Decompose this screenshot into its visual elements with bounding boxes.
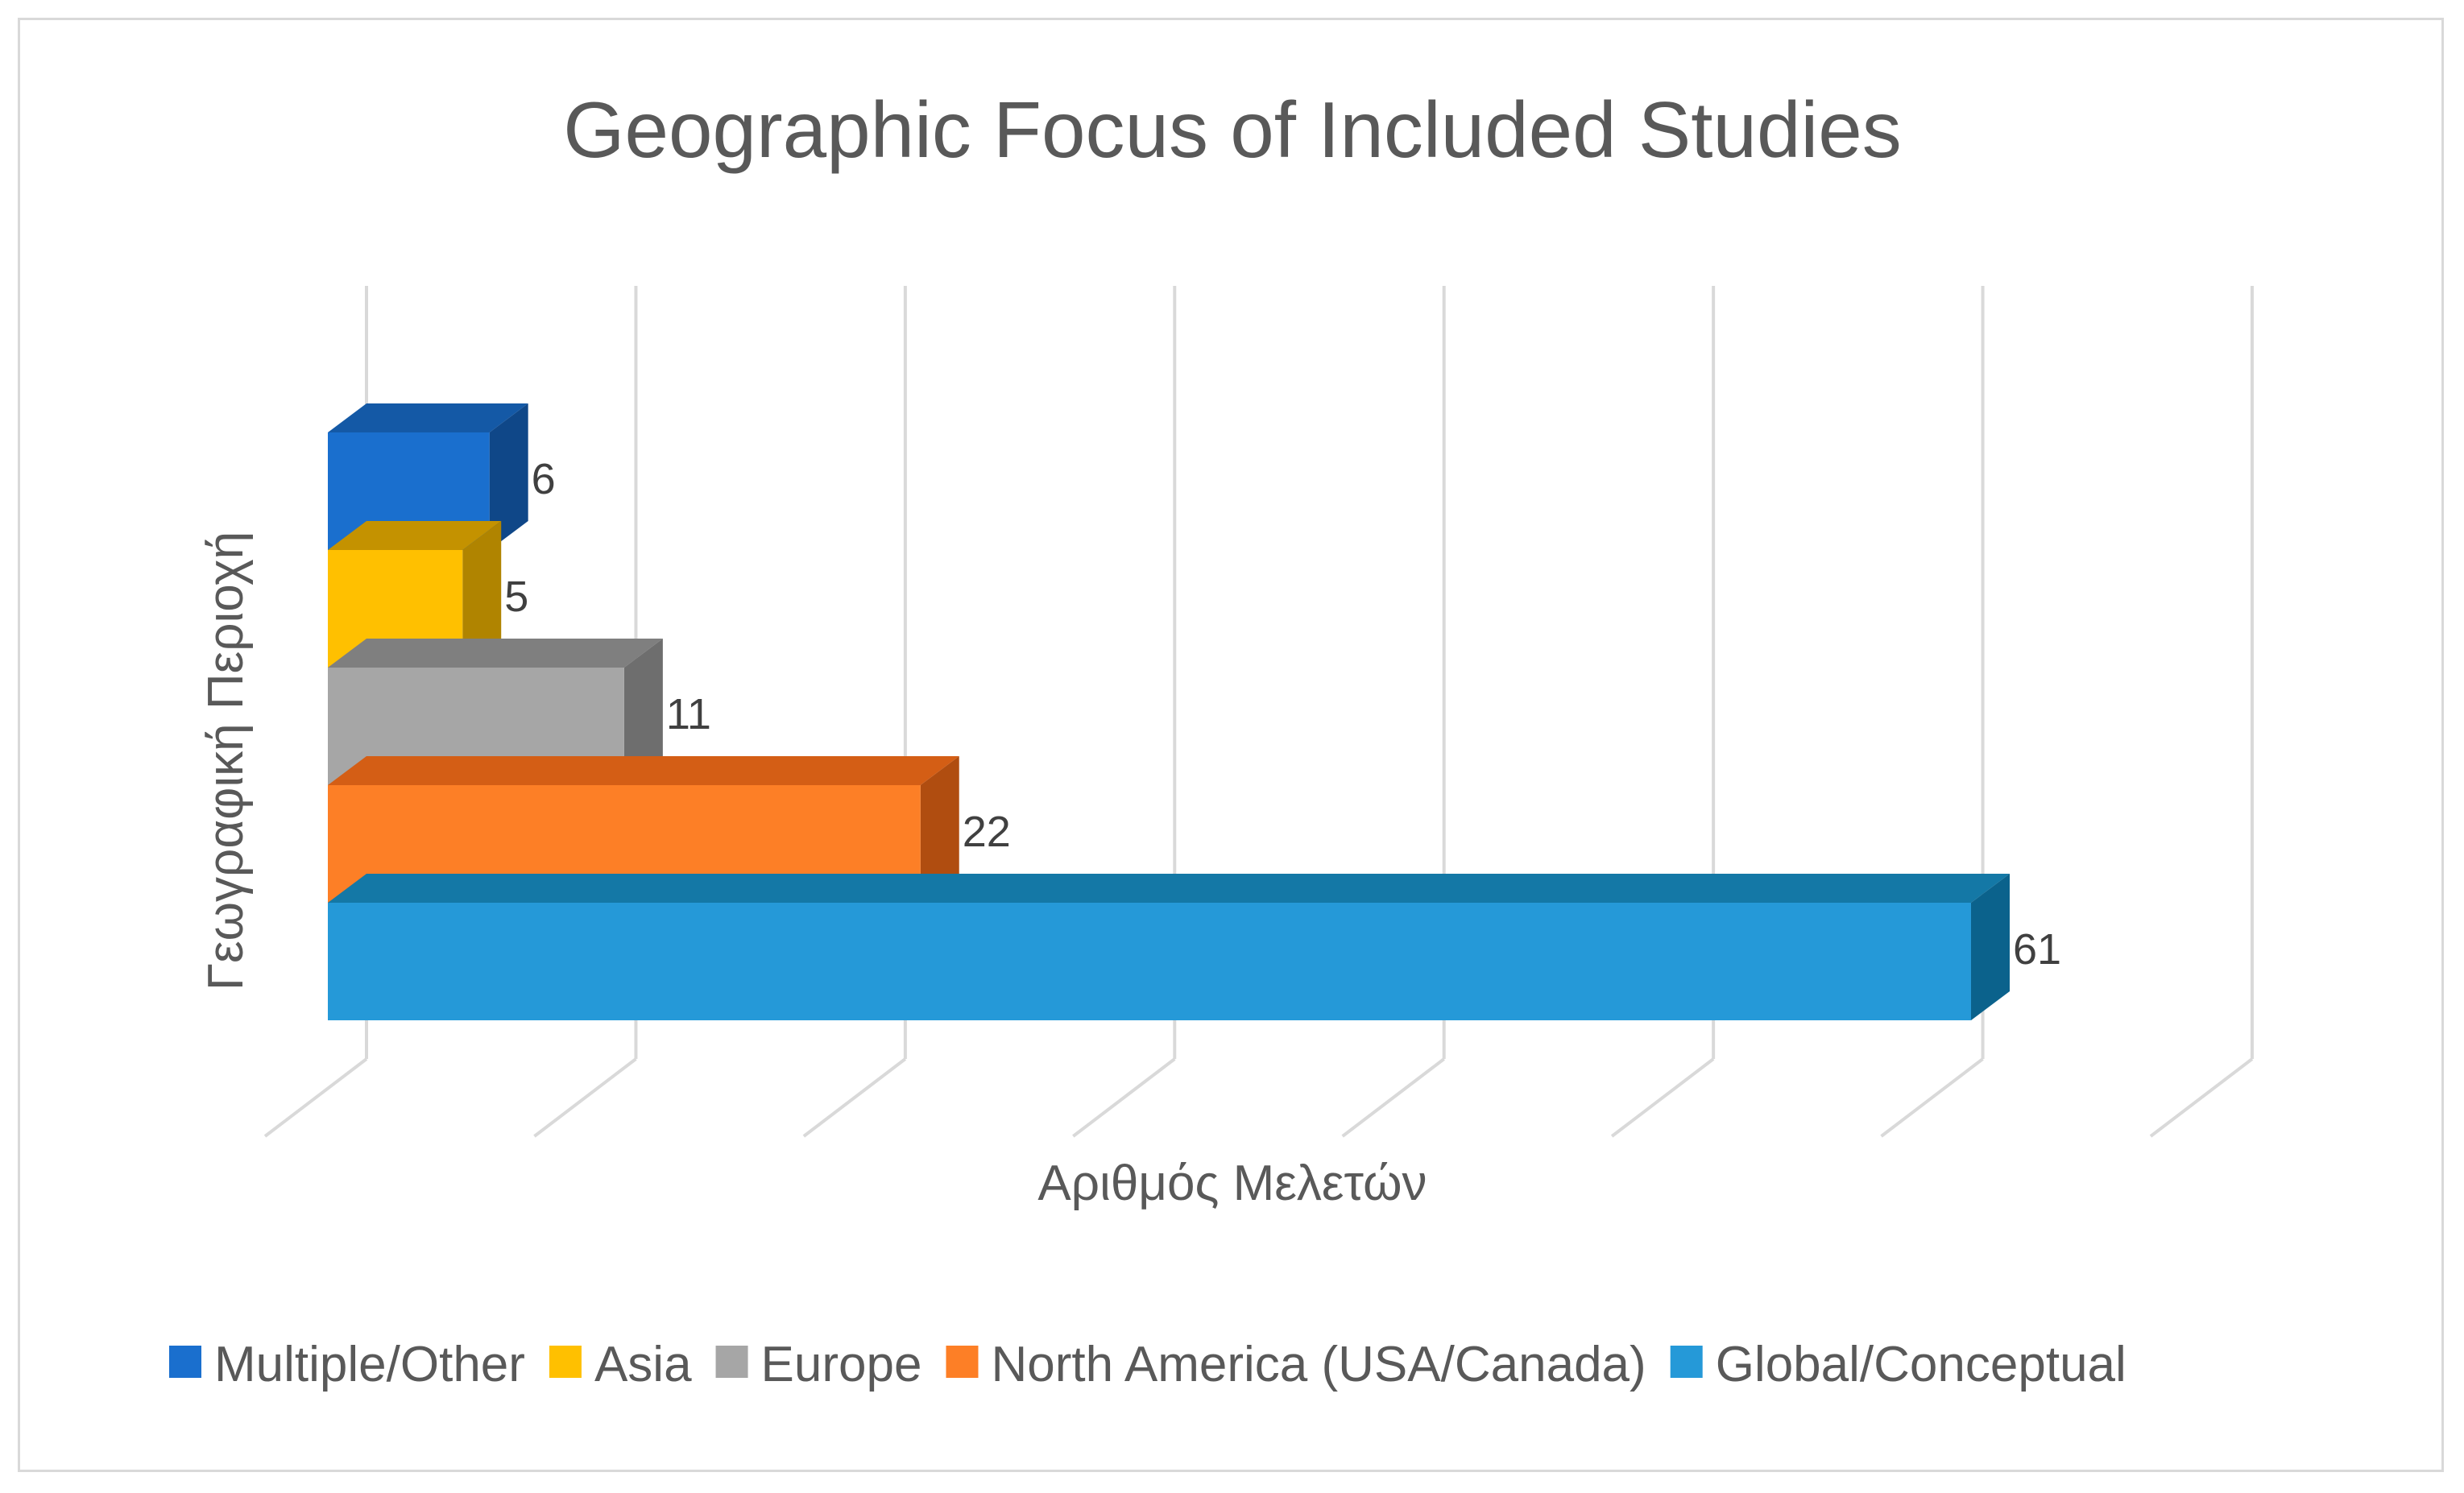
legend-label: Asia: [594, 1337, 692, 1392]
bar-top-face: [328, 403, 528, 432]
bar-top-face: [328, 874, 2010, 903]
chart-title: Geographic Focus of Included Studies: [563, 85, 1902, 174]
gridline-floor: [1341, 1057, 1445, 1138]
legend-swatch: [169, 1346, 201, 1378]
legend-swatch: [549, 1346, 582, 1378]
legend-item: Multiple/Other: [169, 1337, 525, 1392]
legend: Multiple/Other Asia Europe North America (U…: [169, 1337, 2126, 1392]
legend-item: Europe: [715, 1337, 922, 1392]
chart-area: 6 5 11 22 61 Geographic Focus of Included St…: [18, 18, 2444, 1472]
legend-label: Europe: [761, 1337, 922, 1392]
legend-item: Asia: [549, 1337, 692, 1392]
bar: [328, 903, 1971, 1020]
bar-top-face: [328, 521, 502, 550]
bar-side-face: [623, 639, 663, 785]
bar-side-face: [462, 521, 502, 668]
gridline-floor: [1610, 1057, 1715, 1138]
legend-item: North America (USA/Canada): [946, 1337, 1646, 1392]
y-axis-title: Γεωγραφική Περιοχή: [198, 531, 254, 991]
data-label: 6: [532, 455, 556, 503]
gridline-floor: [263, 1057, 368, 1138]
bar-top-face: [328, 756, 959, 785]
gridline-floor: [533, 1057, 637, 1138]
data-label: 22: [963, 808, 1011, 856]
chart-svg: 6 5 11 22 61 Geographic Focus of Included St…: [169, 85, 2254, 1392]
data-label: 61: [2013, 925, 2061, 974]
data-labels: 6 5 11 22 61: [504, 455, 2061, 974]
legend-label: Multiple/Other: [214, 1337, 525, 1392]
bars: [328, 403, 2010, 1020]
bar-side-face: [489, 403, 528, 550]
gridline-floor: [2149, 1057, 2254, 1138]
legend-swatch: [715, 1346, 748, 1378]
gridline-floor: [1072, 1057, 1176, 1138]
bar-side-face: [920, 756, 959, 903]
data-label: 5: [504, 573, 528, 621]
x-axis-title: Αριθμός Μελετών: [1037, 1156, 1427, 1211]
bar-top-face: [328, 639, 663, 668]
legend-item: Global/Conceptual: [1670, 1337, 2126, 1392]
legend-label: Global/Conceptual: [1716, 1337, 2126, 1392]
legend-label: North America (USA/Canada): [991, 1337, 1646, 1392]
data-label: 11: [666, 690, 711, 738]
gridline-floor: [802, 1057, 907, 1138]
bar-side-face: [1971, 874, 2010, 1020]
legend-swatch: [1670, 1346, 1703, 1378]
legend-swatch: [946, 1346, 979, 1378]
gridline-floor: [1880, 1057, 1984, 1138]
